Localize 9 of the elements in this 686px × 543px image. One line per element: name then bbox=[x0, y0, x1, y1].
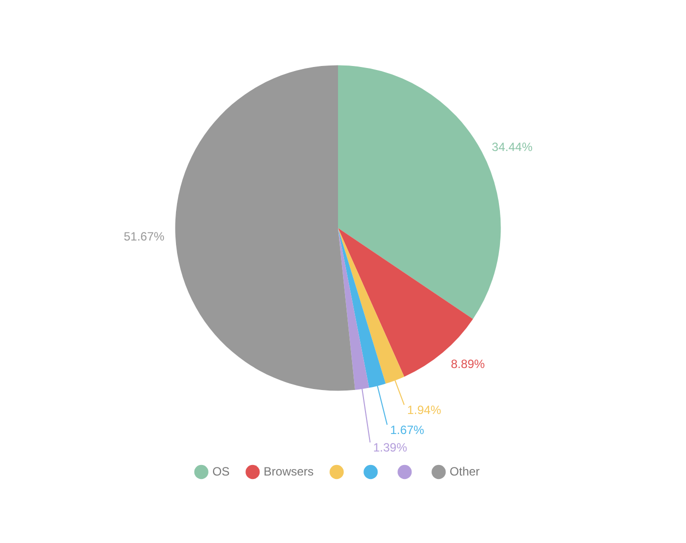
data-label: 1.39% bbox=[373, 440, 408, 455]
data-label: 8.89% bbox=[450, 357, 486, 372]
data-label: 34.44% bbox=[492, 140, 533, 154]
legend-label: Other bbox=[450, 464, 480, 478]
legend-label: Browsers bbox=[264, 464, 314, 478]
data-label: 51.67% bbox=[124, 229, 165, 244]
data-label: 1.67% bbox=[390, 423, 424, 438]
legend-label: OS bbox=[212, 464, 230, 478]
data-label: 1.94% bbox=[407, 403, 442, 418]
